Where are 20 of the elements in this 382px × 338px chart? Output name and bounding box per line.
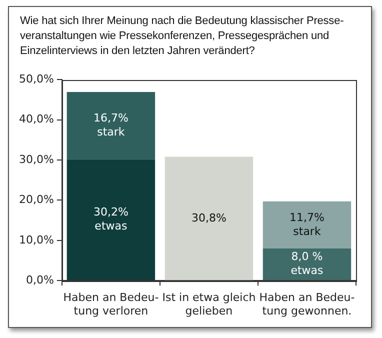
data-label: 30,8% (191, 211, 226, 224)
bar (262, 201, 352, 248)
bar (66, 92, 156, 160)
y-tick-label: 0,0% (26, 273, 54, 286)
data-label: 11,7% stark (290, 210, 324, 238)
x-tick-label: Haben an Bedeu- tung gewonnen. (259, 291, 355, 318)
y-tick-label: 20,0% (18, 193, 54, 206)
bar (164, 156, 254, 280)
data-label: 30,2% etwas (93, 206, 128, 233)
chart-title: Wie hat sich Ihrer Meinung nach die Bedeutung klassischer Presse- veranstaltungen wie Pressekonferenzen, Pressegesprächen und Einzelinterviews in den letzten Jahren verändert? (20, 14, 345, 59)
y-tick-label: 10,0% (18, 233, 54, 246)
x-tick-label: Haben an Bedeu- tung verloren (63, 291, 159, 318)
y-tick-label: 30,0% (18, 152, 54, 166)
data-label: 8,0 % etwas (290, 250, 324, 278)
y-tick-label: 40,0% (18, 112, 54, 126)
data-label: 16,7% stark (93, 111, 128, 138)
bar (66, 159, 156, 280)
x-tick-label: Ist in etwa gleich gelieben (162, 291, 256, 318)
bar (262, 248, 352, 280)
y-tick-label: 50,0% (18, 72, 54, 86)
